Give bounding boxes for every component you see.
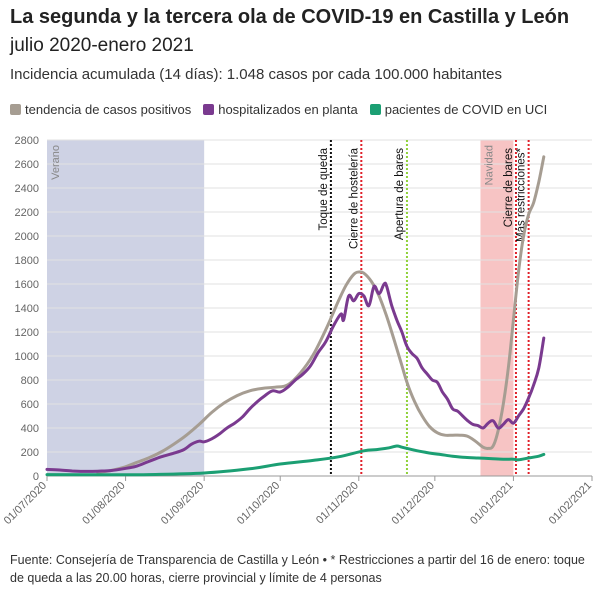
y-tick-label-0: 0 <box>33 471 39 483</box>
legend: tendencia de casos positivos hospitaliza… <box>10 102 547 117</box>
chart-subtitle: julio 2020-enero 2021 <box>10 35 194 56</box>
x-tick-label-01-01-2021: 01/01/2021 <box>468 480 515 527</box>
series-line-hosp <box>45 281 546 473</box>
x-tick-label-01-08-2020: 01/08/2020 <box>80 480 127 527</box>
y-tick-label-1800: 1800 <box>15 255 39 267</box>
y-tick-label-2600: 2600 <box>15 159 39 171</box>
chart-title: La segunda y la tercera ola de COVID-19 … <box>10 6 570 28</box>
y-tick-label-2200: 2200 <box>15 207 39 219</box>
x-tick-label-01-02-2021: 01/02/2021 <box>547 480 594 527</box>
legend-swatch-icu <box>369 104 381 115</box>
y-tick-label-1600: 1600 <box>15 279 39 291</box>
y-tick-label-2400: 2400 <box>15 183 39 195</box>
series-line-trend <box>96 155 546 474</box>
y-tick-label-2800: 2800 <box>15 135 39 147</box>
event-label-cierre-de-hosteleria: Cierre de hostelería <box>348 147 360 249</box>
legend-swatch-trend <box>10 104 21 115</box>
event-label-apertura-de-bares: Apertura de bares <box>394 148 406 240</box>
x-tick-label-01-07-2020: 01/07/2020 <box>2 480 49 527</box>
source-note: Fuente: Consejería de Transparencia de C… <box>10 553 585 585</box>
x-tick-label-01-11-2020: 01/11/2020 <box>314 480 361 527</box>
legend-item-hosp: hospitalizados en planta <box>203 102 358 117</box>
period-label-navidad: Navidad <box>483 145 495 185</box>
y-tick-label-1000: 1000 <box>15 351 39 363</box>
y-tick-label-2000: 2000 <box>15 231 39 243</box>
x-tick-label-01-10-2020: 01/10/2020 <box>235 480 282 527</box>
period-label-verano: Verano <box>50 145 62 180</box>
event-label-toque-de-queda: Toque de queda <box>318 147 330 230</box>
y-tick-label-1200: 1200 <box>15 327 39 339</box>
incidence-note: Incidencia acumulada (14 días): 1.048 ca… <box>10 66 502 83</box>
y-tick-label-200: 200 <box>21 447 39 459</box>
x-tick-label-01-09-2020: 01/09/2020 <box>159 480 206 527</box>
event-label-mas-restricciones: Más restricciones* <box>516 147 528 241</box>
legend-item-icu: pacientes de COVID en UCI <box>369 102 548 117</box>
legend-label-trend: tendencia de casos positivos <box>25 102 192 117</box>
line-chart: 0 200 400 600 800 1000 1200 1400 1600 1800 2000 220… <box>2 135 594 527</box>
legend-label-icu: pacientes de COVID en UCI <box>384 102 548 117</box>
y-tick-label-600: 600 <box>21 399 39 411</box>
y-tick-label-400: 400 <box>21 423 39 435</box>
y-tick-label-1400: 1400 <box>15 303 39 315</box>
series-line-icu <box>45 444 546 477</box>
legend-item-trend: tendencia de casos positivos <box>10 102 191 117</box>
x-tick-label-01-12-2020: 01/12/2020 <box>390 480 437 527</box>
y-tick-label-800: 800 <box>21 375 39 387</box>
event-label-cierre-de-bares: Cierre de bares <box>503 148 515 228</box>
legend-label-hosp: hospitalizados en planta <box>218 102 358 117</box>
legend-swatch-hosp <box>203 104 215 115</box>
